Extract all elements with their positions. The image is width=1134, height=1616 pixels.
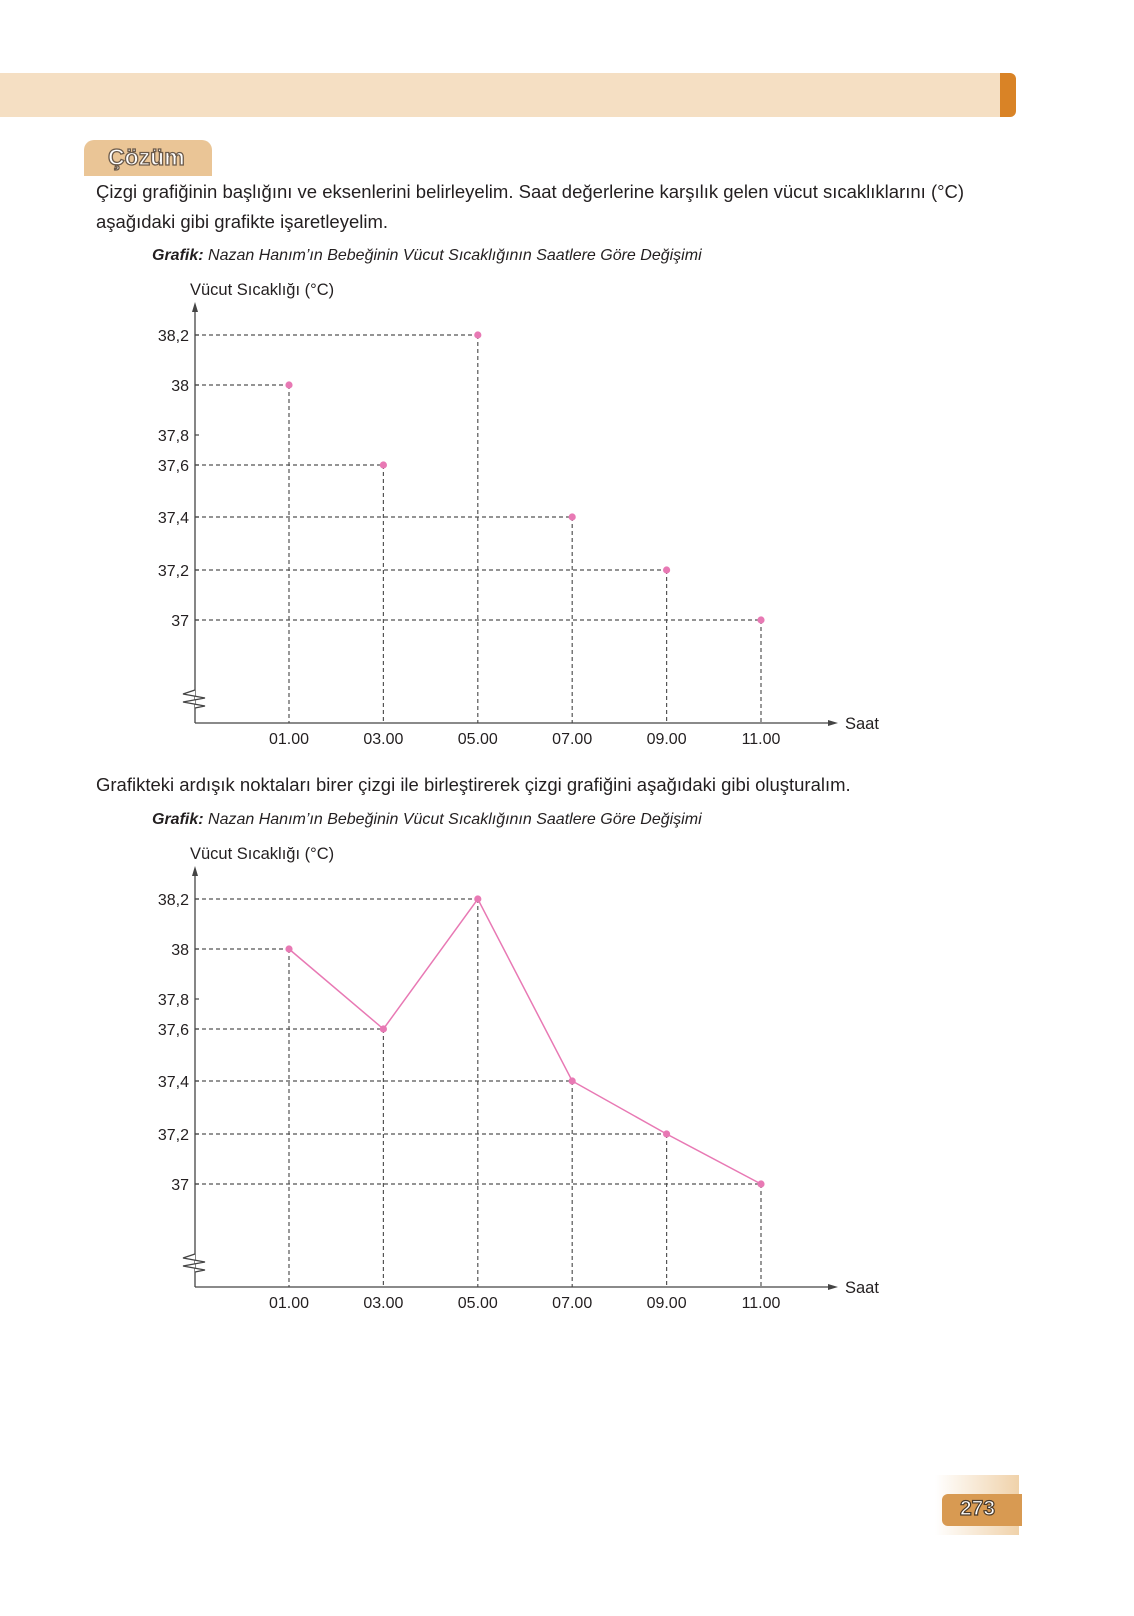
header-band-tab — [1000, 73, 1016, 117]
x-axis-arrow-icon — [828, 720, 838, 726]
page-number-badge: 273 — [942, 1494, 1022, 1526]
data-point — [568, 1077, 576, 1085]
x-tick-label: 09.00 — [647, 1295, 687, 1312]
data-point — [379, 1025, 387, 1033]
x-tick-label: 11.00 — [742, 731, 781, 748]
x-tick-label: 07.00 — [552, 731, 592, 748]
y-tick-label: 37,8 — [158, 428, 189, 445]
middle-paragraph: Grafikteki ardışık noktaları birer çizgi… — [96, 774, 851, 795]
data-point — [663, 566, 671, 574]
axis-break-icon — [182, 1253, 206, 1273]
x-axis-label: Saat — [845, 1279, 879, 1297]
x-tick-label: 01.00 — [269, 731, 309, 748]
page-number: 273 — [959, 1496, 996, 1520]
x-tick-label: 03.00 — [363, 1295, 403, 1312]
y-tick-label: 37,4 — [158, 510, 189, 527]
y-tick-label: 37 — [171, 1177, 189, 1194]
y-tick-label: 37,2 — [158, 563, 189, 580]
chart-1: 38,2 38 37,8 37,6 37,4 37,2 37 01.00 03.00 05.00 0… — [158, 281, 879, 748]
data-point — [568, 513, 576, 521]
y-tick-label: 38 — [171, 942, 189, 959]
solution-label-text: Çözüm — [107, 143, 185, 170]
header-band — [0, 73, 1000, 117]
x-tick-label: 01.00 — [269, 1295, 309, 1312]
y-tick-label: 37,4 — [158, 1074, 189, 1091]
solution-label: Çözüm — [84, 140, 212, 176]
y-tick-label: 38 — [171, 378, 189, 395]
y-axis-arrow-icon — [192, 866, 198, 876]
y-tick-label: 38,2 — [158, 892, 189, 909]
x-axis-label: Saat — [845, 715, 879, 733]
x-tick-label: 11.00 — [742, 1295, 781, 1312]
axis-break-icon — [182, 689, 206, 709]
y-tick-label: 37,2 — [158, 1127, 189, 1144]
chart-2-title-text: Nazan Hanım’ın Bebeğinin Vücut Sıcaklığı… — [208, 811, 702, 828]
y-tick-label: 38,2 — [158, 328, 189, 345]
y-axis-label: Vücut Sıcaklığı (°C) — [190, 281, 334, 299]
chart-1-title: Grafik: Nazan Hanım’ın Bebeğinin Vücut S… — [152, 247, 702, 265]
data-point — [474, 895, 482, 903]
y-tick-label: 37,6 — [158, 458, 189, 475]
data-point — [663, 1130, 671, 1138]
data-point — [285, 381, 293, 389]
chart-2-title: Grafik: Nazan Hanım’ın Bebeğinin Vücut S… — [152, 811, 702, 829]
x-tick-label: 03.00 — [363, 731, 403, 748]
chart-1-title-prefix: Grafik: — [152, 247, 204, 264]
data-point — [757, 1180, 765, 1188]
x-tick-label: 05.00 — [458, 731, 498, 748]
chart-2-title-prefix: Grafik: — [152, 811, 204, 828]
y-axis-arrow-icon — [192, 302, 198, 312]
data-point — [285, 945, 293, 953]
y-tick-label: 37 — [171, 613, 189, 630]
y-tick-label: 37,6 — [158, 1022, 189, 1039]
chart-1-title-text: Nazan Hanım’ın Bebeğinin Vücut Sıcaklığı… — [208, 247, 702, 264]
x-tick-label: 05.00 — [458, 1295, 498, 1312]
x-axis-arrow-icon — [828, 1284, 838, 1290]
intro-paragraph: Çizgi grafiğinin başlığını ve eksenlerin… — [96, 181, 965, 232]
data-point — [379, 461, 387, 469]
y-axis-label: Vücut Sıcaklığı (°C) — [190, 845, 334, 863]
y-tick-label: 37,8 — [158, 992, 189, 1009]
data-point — [757, 616, 765, 624]
series-line — [288, 897, 762, 1185]
x-tick-label: 09.00 — [647, 731, 687, 748]
data-point — [474, 331, 482, 339]
chart-2: 38,2 38 37,8 37,6 37,4 37,2 37 01.00 03.00 05.00 0… — [158, 845, 879, 1312]
x-tick-label: 07.00 — [552, 1295, 592, 1312]
